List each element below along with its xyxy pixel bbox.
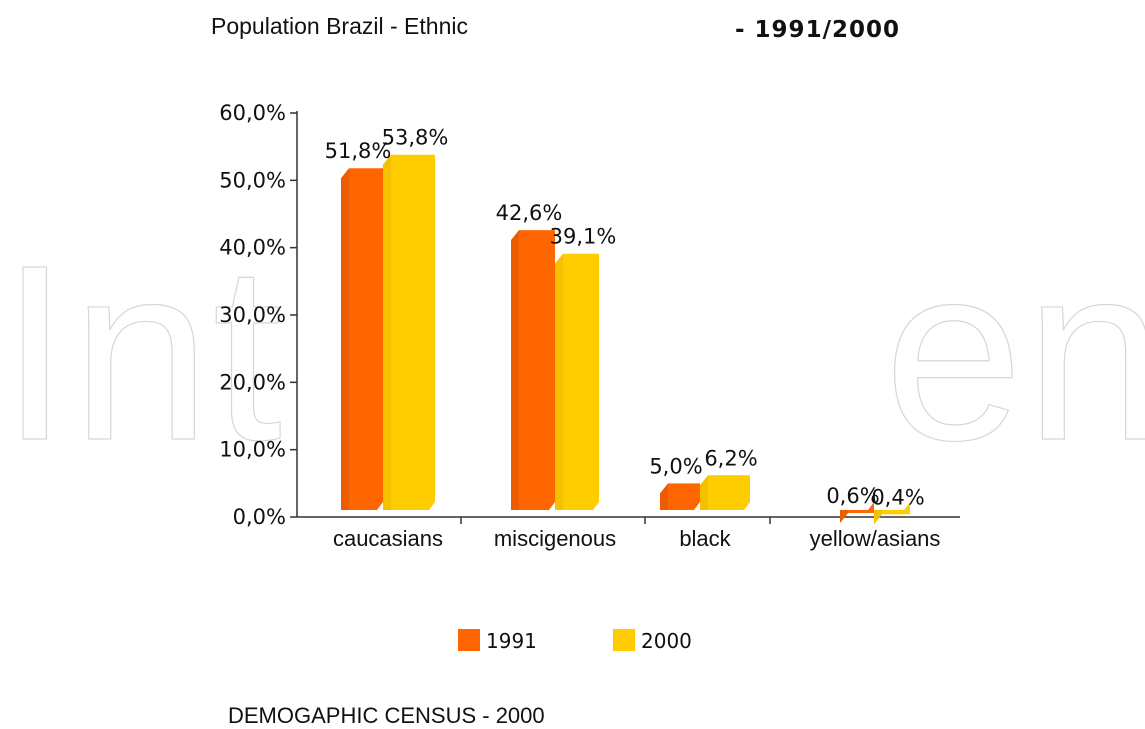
data-label: 6,2%: [704, 446, 757, 470]
watermark-left: Int: [0, 228, 284, 478]
data-label: 42,6%: [496, 201, 563, 225]
bar-2000-caucasians: [383, 154, 435, 510]
legend-label-2000: 2000: [641, 629, 692, 653]
watermark-right: en: [883, 228, 1145, 478]
x-tick-label: black: [679, 526, 731, 551]
bar-1991-caucasians: [341, 168, 383, 511]
bar-1991-black: [660, 483, 700, 510]
data-label: 5,0%: [649, 454, 702, 478]
x-tick-label: miscigenous: [494, 526, 616, 551]
y-tick-label: 30,0%: [219, 303, 286, 327]
data-label: 0,6%: [826, 484, 879, 508]
data-label: 39,1%: [550, 225, 617, 249]
legend-swatch-2000: [613, 629, 635, 651]
bar-1991-miscigenous: [511, 230, 555, 510]
watermark: Int en: [0, 228, 1145, 478]
bar-1991-yellowasians: [840, 502, 874, 523]
bar-2000-black: [700, 475, 750, 510]
bar-2000-miscigenous: [555, 253, 599, 510]
data-label: 0,4%: [871, 485, 924, 509]
data-label: 53,8%: [382, 126, 449, 150]
y-tick-label: 0,0%: [233, 505, 286, 529]
legend-label-1991: 1991: [486, 629, 537, 653]
x-tick-label: caucasians: [333, 526, 443, 551]
chart-title-right: - 1991/2000: [735, 17, 900, 43]
y-tick-label: 60,0%: [219, 101, 286, 125]
legend-swatch-1991: [458, 629, 480, 651]
y-tick-label: 10,0%: [219, 438, 286, 462]
x-tick-label: yellow/asians: [810, 526, 941, 551]
bar-2000-yellowasians: [874, 502, 910, 525]
y-tick-label: 20,0%: [219, 370, 286, 394]
y-tick-label: 40,0%: [219, 236, 286, 260]
data-label: 51,8%: [325, 139, 392, 163]
chart-title-left: Population Brazil - Ethnic: [211, 13, 468, 39]
footer-source: DEMOGAPHIC CENSUS - 2000: [228, 703, 545, 728]
y-tick-label: 50,0%: [219, 168, 286, 192]
